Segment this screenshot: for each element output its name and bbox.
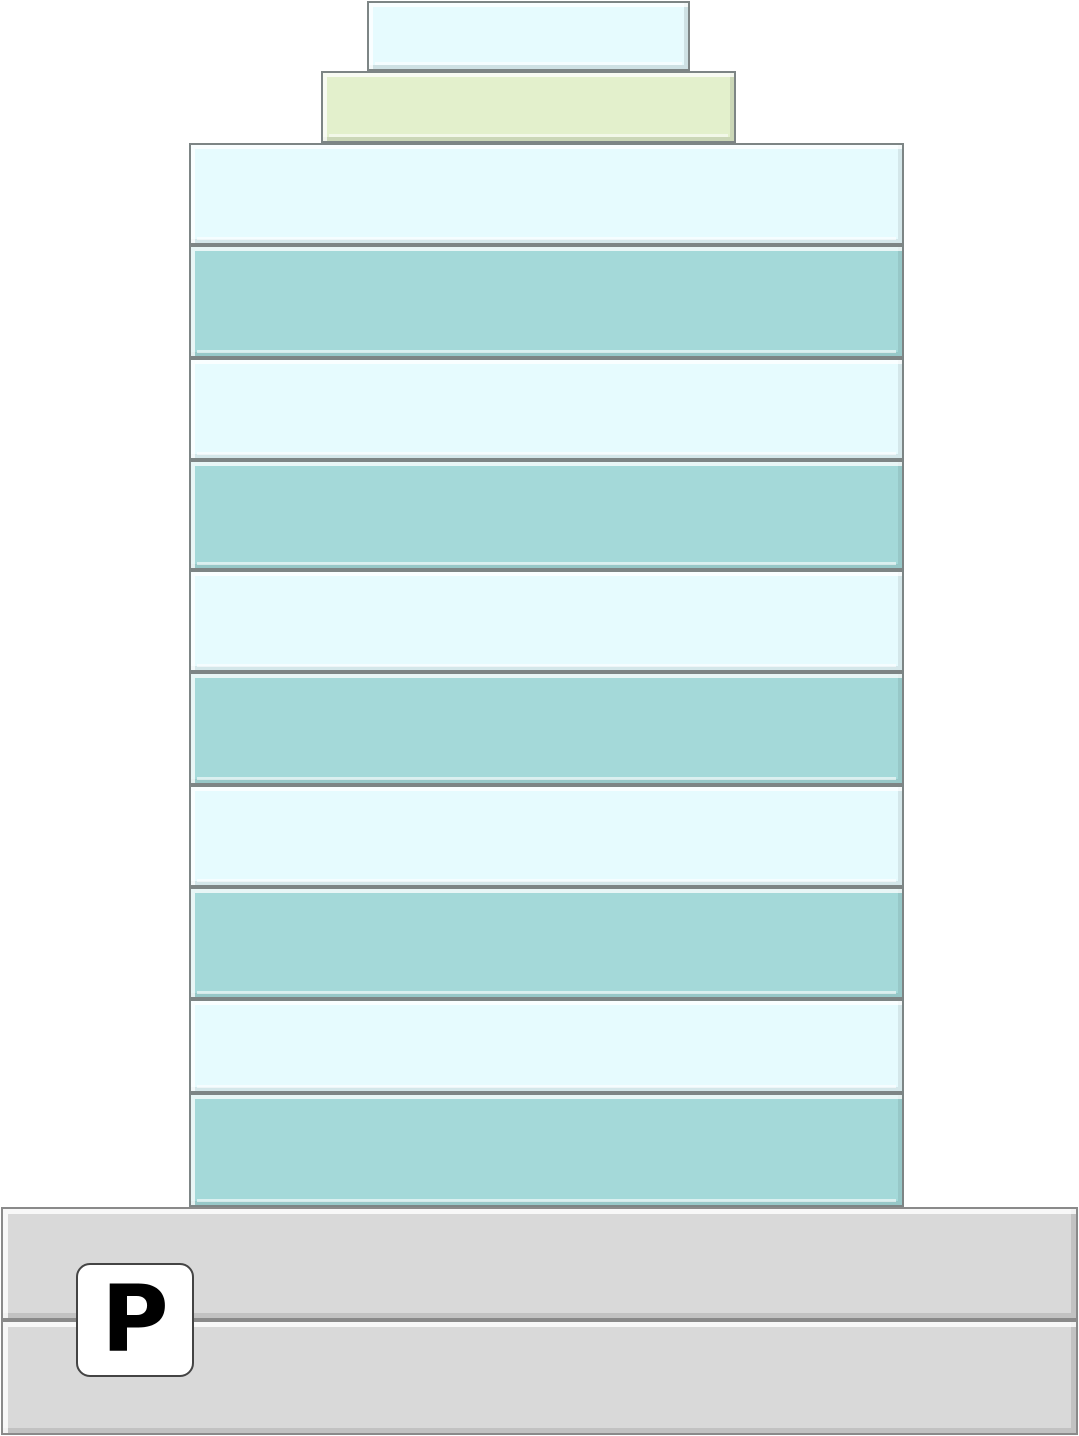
parking-sign-label: P	[101, 1266, 169, 1373]
tower-floor-10	[189, 1093, 904, 1207]
tower-floor-7	[189, 785, 904, 887]
building-antenna-block	[367, 1, 690, 71]
building-roof-band	[321, 71, 736, 143]
tower-floor-1	[189, 143, 904, 245]
tower-floor-5	[189, 570, 904, 672]
tower-floor-4	[189, 460, 904, 570]
building-tower	[189, 143, 904, 1207]
tower-floor-6	[189, 672, 904, 785]
tower-floor-8	[189, 887, 904, 999]
tower-floor-3	[189, 358, 904, 460]
tower-floor-9	[189, 999, 904, 1093]
parking-icon: P	[76, 1263, 194, 1377]
tower-floor-2	[189, 245, 904, 358]
